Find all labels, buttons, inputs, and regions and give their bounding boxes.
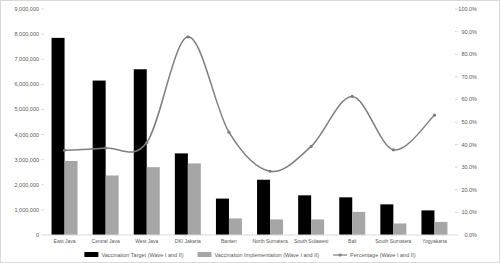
bar	[270, 219, 283, 235]
y-tick-label: 8,000,000	[15, 31, 39, 37]
y-tick	[41, 109, 44, 110]
y2-tick	[455, 122, 458, 123]
y-tick	[41, 134, 44, 135]
bar	[298, 195, 311, 235]
x-tick-label: Banten	[221, 238, 237, 244]
line-marker	[310, 145, 313, 148]
bar	[106, 175, 119, 235]
y2-tick	[455, 144, 458, 145]
y-tick	[41, 84, 44, 85]
bar	[216, 199, 229, 235]
bar	[421, 210, 434, 235]
line-marker	[186, 35, 189, 38]
y2-tick	[455, 99, 458, 100]
y-tick-label: 6,000,000	[15, 81, 39, 87]
line-marker	[63, 149, 66, 152]
bar	[311, 219, 324, 235]
legend-swatch	[198, 252, 212, 257]
y2-tick-label: 30.0%	[461, 164, 477, 170]
bar	[52, 38, 65, 235]
legend-item: Percentage (Wave I and II)	[333, 252, 416, 258]
bar	[65, 161, 78, 235]
chart: 0 1,000,000 2,000,000 3,000,000 4,000,000 5,0…	[0, 0, 500, 263]
y-tick-label: 0	[36, 232, 39, 238]
y2-tick-label: 50.0%	[461, 119, 477, 125]
y2-tick	[455, 212, 458, 213]
y-tick	[41, 34, 44, 35]
y2-tick	[455, 31, 458, 32]
x-axis	[44, 235, 455, 236]
y-tick	[41, 9, 44, 10]
y-tick-label: 1,000,000	[15, 207, 39, 213]
y-tick	[41, 159, 44, 160]
x-tick-label: DKI Jakarta	[175, 238, 201, 244]
y-tick	[41, 59, 44, 60]
line-marker	[104, 146, 107, 149]
y2-tick-label: 10.0%	[461, 209, 477, 215]
y2-tick-label: 40.0%	[461, 142, 477, 148]
legend-marker	[338, 253, 341, 256]
bar	[257, 180, 270, 235]
legend-label: Vaccination Implementation (Wave I and I…	[215, 252, 320, 258]
x-tick-label: North Sumatera	[252, 238, 288, 244]
y2-tick-label: 80.0%	[461, 51, 477, 57]
y2-tick-label: 60.0%	[461, 96, 477, 102]
x-tick-label: East Java	[54, 238, 76, 244]
y-tick	[41, 235, 44, 236]
legend-label: Percentage (Wave I and II)	[350, 252, 416, 258]
legend-label: Vaccination Target (Wave I and II)	[101, 252, 183, 258]
bar	[393, 223, 406, 235]
x-tick-label: South Sumatera	[375, 238, 411, 244]
line-marker	[392, 148, 395, 151]
y2-tick	[455, 167, 458, 168]
x-tick-label: Yogyakarta	[422, 238, 447, 244]
bar	[380, 204, 393, 235]
bar	[93, 81, 106, 235]
bar	[175, 153, 188, 235]
x-tick-label: Central Java	[92, 238, 120, 244]
y2-tick	[455, 189, 458, 190]
y-tick	[41, 209, 44, 210]
y2-tick-label: 90.0%	[461, 29, 477, 35]
y2-tick	[455, 235, 458, 236]
line-marker	[145, 141, 148, 144]
y2-tick-label: 100.0%	[458, 6, 477, 12]
y2-tick-label: 70.0%	[461, 74, 477, 80]
bar	[229, 218, 242, 235]
line-marker	[433, 114, 436, 117]
x-tick-label: Bali	[348, 238, 356, 244]
y2-tick-label: 20.0%	[461, 187, 477, 193]
y-tick-label: 9,000,000	[15, 6, 39, 12]
bar	[147, 167, 160, 235]
legend-item: Vaccination Implementation (Wave I and I…	[198, 252, 320, 258]
y-tick	[41, 184, 44, 185]
y-tick-label: 2,000,000	[15, 182, 39, 188]
y2-tick-label: 0.0%	[464, 232, 477, 238]
y-tick-label: 3,000,000	[15, 157, 39, 163]
y-tick-label: 5,000,000	[15, 106, 39, 112]
y-tick-label: 4,000,000	[15, 132, 39, 138]
legend-swatch	[84, 252, 98, 257]
y2-tick	[455, 76, 458, 77]
bar	[434, 222, 447, 235]
bar	[134, 69, 147, 235]
y-tick-label: 7,000,000	[15, 56, 39, 62]
plot-area	[52, 35, 448, 235]
bar	[352, 212, 365, 235]
legend: Vaccination Target (Wave I and II) Vaccin…	[84, 252, 415, 258]
line-marker	[227, 131, 230, 134]
line-marker	[268, 170, 271, 173]
bar	[339, 197, 352, 235]
y2-tick	[455, 54, 458, 55]
bar	[188, 163, 201, 235]
legend-item: Vaccination Target (Wave I and II)	[84, 252, 183, 258]
line	[65, 37, 435, 172]
x-tick-label: South Sulawesi	[294, 238, 328, 244]
chart-border	[1, 1, 500, 263]
x-tick-label: West Java	[135, 238, 158, 244]
line-marker	[351, 95, 354, 98]
